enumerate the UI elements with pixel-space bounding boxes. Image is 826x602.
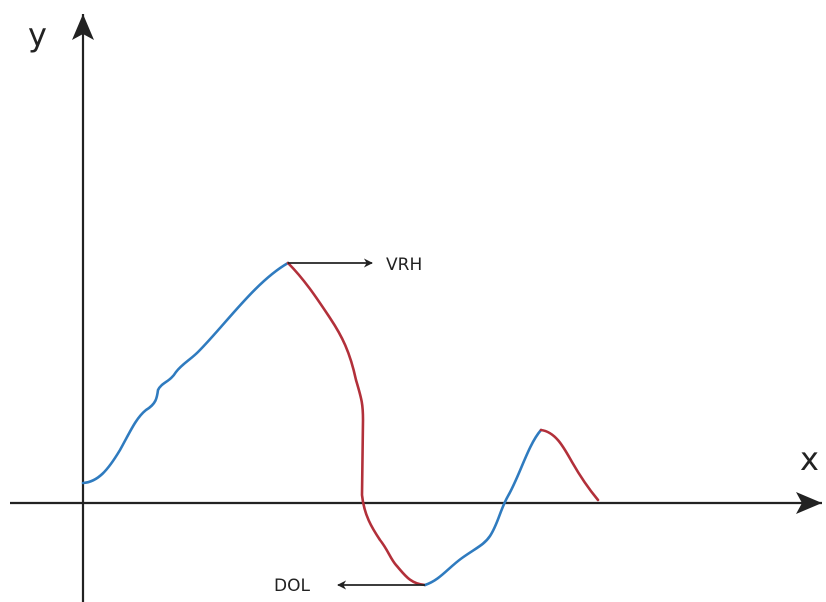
trough-label: DOL — [274, 576, 310, 596]
second-fall — [539, 428, 600, 502]
peak-label: VRH — [386, 255, 422, 275]
rising-curve — [81, 261, 290, 485]
x-axis-label: x — [800, 440, 819, 478]
recovering-curve — [423, 428, 543, 587]
y-axis-arrow — [72, 14, 94, 40]
falling-curve — [286, 261, 427, 587]
x-axis-arrow — [796, 492, 822, 514]
y-axis-label: y — [28, 16, 47, 54]
